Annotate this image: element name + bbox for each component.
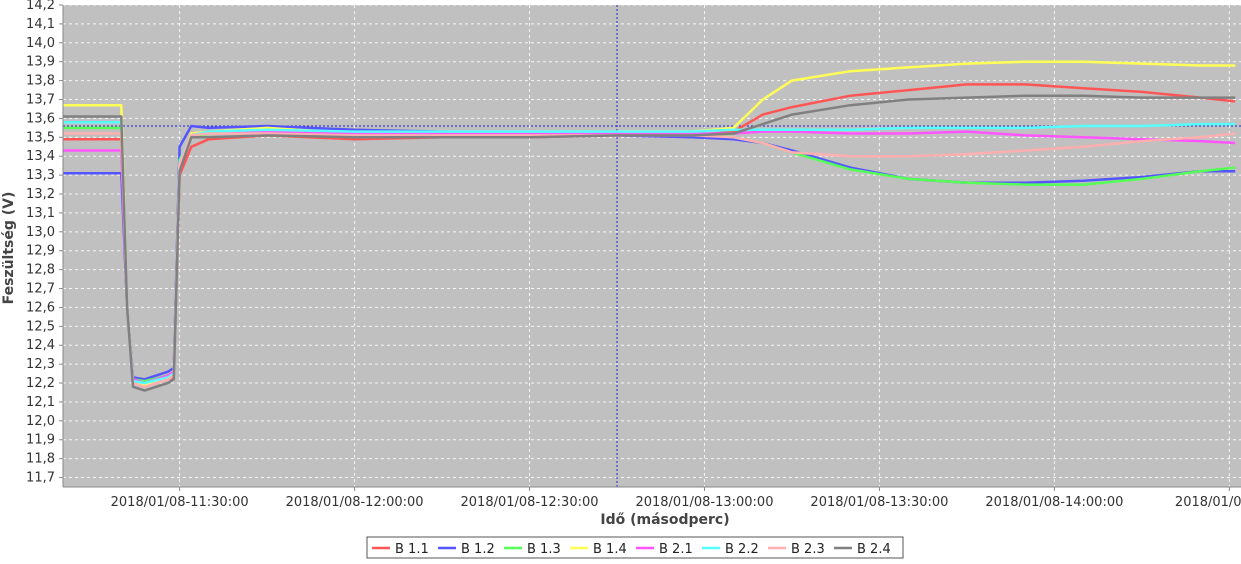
y-tick-label: 14,2 xyxy=(26,0,55,13)
legend-label-b-2-2: B 2.2 xyxy=(725,542,759,557)
series-line-b-2-3 xyxy=(63,132,1236,389)
y-tick-label: 12,7 xyxy=(26,282,55,297)
y-tick-label: 13,9 xyxy=(26,55,55,70)
y-tick-label: 13,0 xyxy=(26,225,55,240)
x-tick-label: 2018/01/08-13:00:00 xyxy=(635,495,773,510)
y-axis-title: Feszültség (V) xyxy=(1,192,17,305)
y-tick-label: 14,0 xyxy=(26,36,55,51)
y-tick-label: 13,3 xyxy=(26,168,55,183)
y-tick-label: 13,7 xyxy=(26,93,55,108)
y-tick-label: 12,2 xyxy=(26,376,55,391)
y-tick-label: 13,6 xyxy=(26,111,55,126)
x-tick-label: 2018/01/08-11:30:00 xyxy=(111,495,249,510)
legend-label-b-1-2: B 1.2 xyxy=(461,542,495,557)
y-tick-label: 11,9 xyxy=(26,433,55,448)
series-layer xyxy=(63,60,1236,392)
y-tick-label: 12,9 xyxy=(26,244,55,259)
x-tick-label: 2018/01/08-13:30:00 xyxy=(810,495,948,510)
y-tick-label: 11,8 xyxy=(26,452,55,467)
axis-layer xyxy=(59,4,1241,491)
legend: B 1.1 B 1.2 B 1.3 B 1.4 B 2.1 B 2.2 B 2.3 B 2.4 xyxy=(366,536,904,559)
x-axis-title: Idő (másodperc) xyxy=(600,512,729,528)
y-tick-label: 12,8 xyxy=(26,263,55,278)
y-tick-label: 12,3 xyxy=(26,357,55,372)
y-tick-label: 13,1 xyxy=(26,206,55,221)
y-tick-label: 12,4 xyxy=(26,338,55,353)
x-tick-label: 2018/01/08-12:30:00 xyxy=(461,495,599,510)
y-tick-label: 12,6 xyxy=(26,300,55,315)
x-tick-label: 2018/01/08-12:00:00 xyxy=(286,495,424,510)
y-tick-label: 13,4 xyxy=(26,149,55,164)
y-tick-labels: 11,7 11,8 11,9 12,0 12,1 12,2 12,3 12,4 12,5 12,6… xyxy=(26,0,55,486)
y-tick-label: 13,2 xyxy=(26,187,55,202)
y-tick-label: 14,1 xyxy=(26,17,55,32)
plot-background xyxy=(63,5,1241,487)
legend-label-b-2-3: B 2.3 xyxy=(791,542,825,557)
y-tick-label: 12,1 xyxy=(26,395,55,410)
legend-box xyxy=(366,536,904,559)
grid-layer xyxy=(63,4,1241,487)
legend-label-b-2-4: B 2.4 xyxy=(857,542,891,557)
y-tick-label: 12,0 xyxy=(26,414,55,429)
series-line-b-2-4 xyxy=(63,94,1236,392)
legend-label-b-1-1: B 1.1 xyxy=(395,542,429,557)
y-tick-label: 13,5 xyxy=(26,130,55,145)
y-tick-label: 11,7 xyxy=(26,471,55,486)
legend-label-b-1-3: B 1.3 xyxy=(527,542,561,557)
x-tick-label: 2018/01/08-14:00:00 xyxy=(985,495,1123,510)
x-tick-labels: 2018/01/08-11:30:00 2018/01/08-12:00:00 20… xyxy=(111,495,1241,510)
legend-label-b-1-4: B 1.4 xyxy=(593,542,627,557)
x-tick-label: 2018/01/08-14:3 xyxy=(1175,495,1241,510)
y-tick-label: 13,8 xyxy=(26,74,55,89)
series-line-b-2-2 xyxy=(63,120,1236,385)
legend-label-b-2-1: B 2.1 xyxy=(659,542,693,557)
y-tick-label: 12,5 xyxy=(26,319,55,334)
